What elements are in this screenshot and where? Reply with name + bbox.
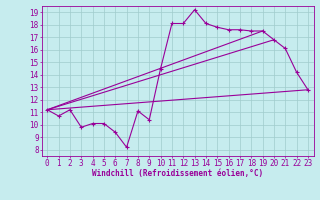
X-axis label: Windchill (Refroidissement éolien,°C): Windchill (Refroidissement éolien,°C) — [92, 169, 263, 178]
